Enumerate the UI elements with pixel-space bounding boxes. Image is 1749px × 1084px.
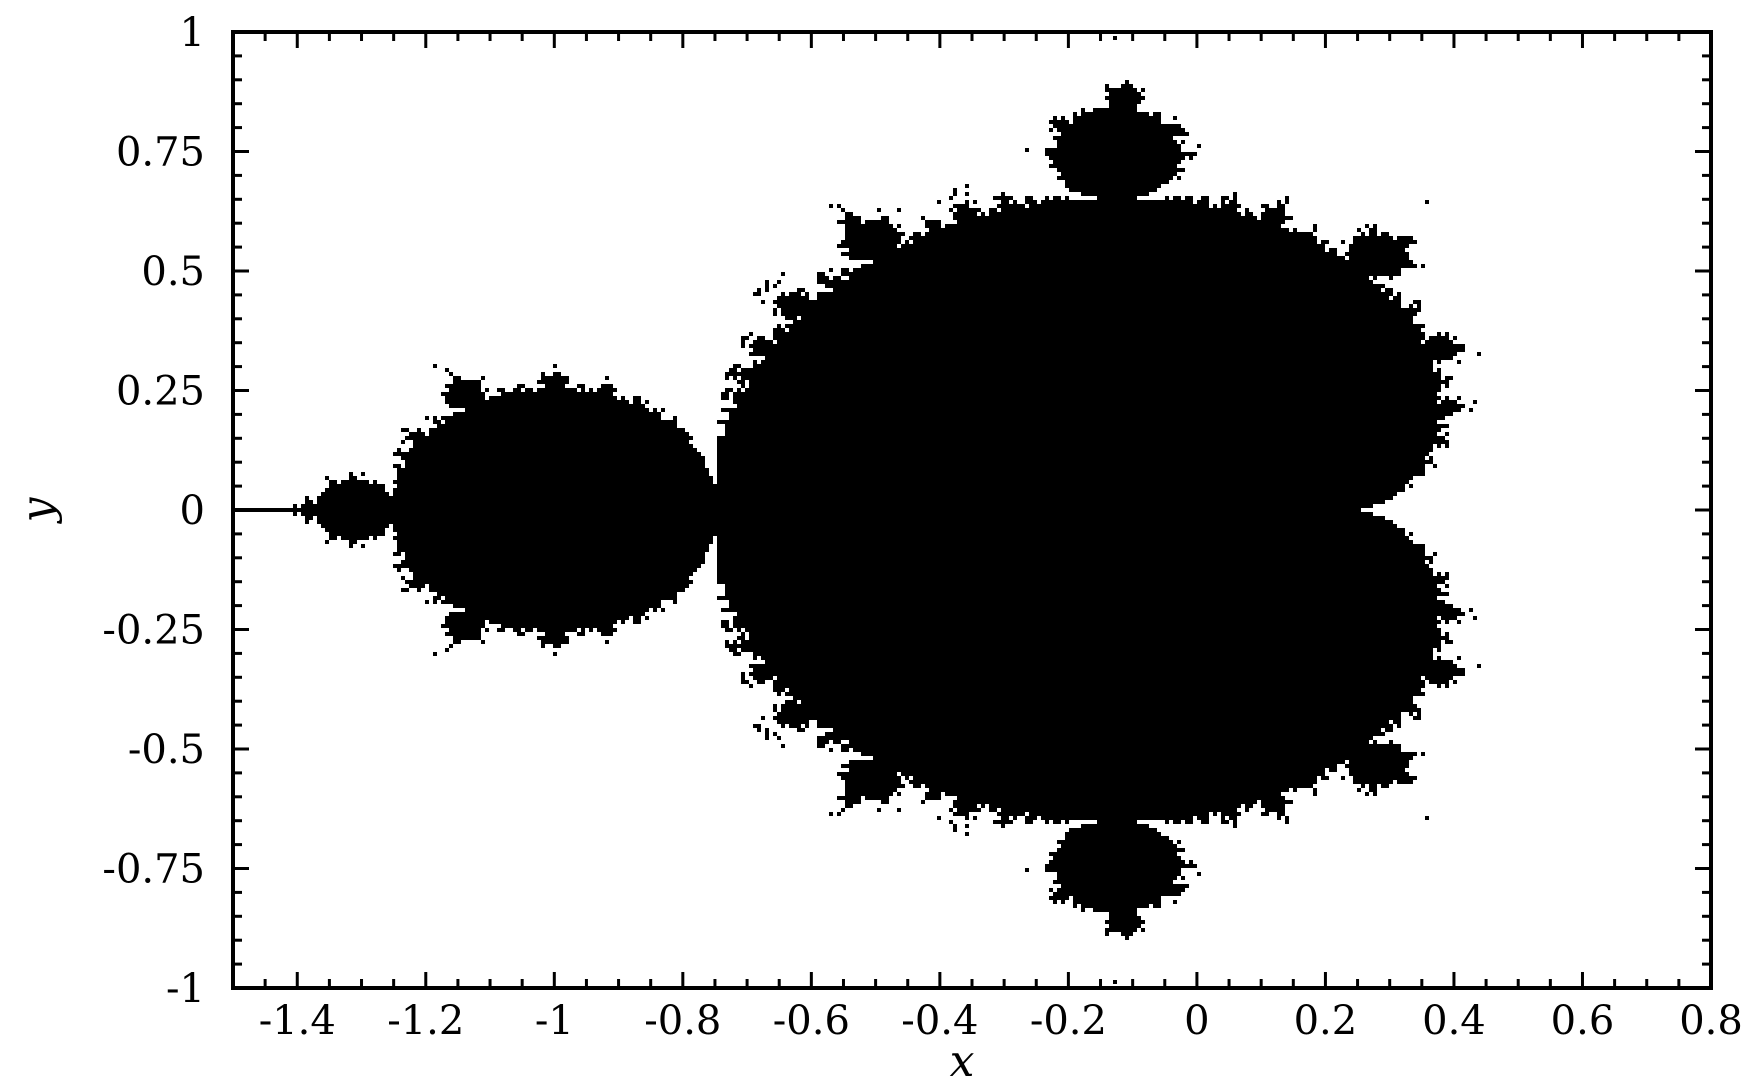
- x-tick-label: -0.2: [1030, 998, 1107, 1044]
- y-tick-label: -0.5: [128, 727, 205, 773]
- x-tick-label: 0.4: [1422, 998, 1486, 1044]
- axis-ticks: [231, 30, 1713, 990]
- x-tick-label: 0.2: [1294, 998, 1358, 1044]
- y-tick-label: 0: [180, 488, 205, 534]
- x-tick-label: 0.8: [1679, 998, 1743, 1044]
- x-tick-label: -0.4: [901, 998, 978, 1044]
- x-tick-label: -0.8: [644, 998, 721, 1044]
- x-tick-labels: -1.4 -1.2 -1 -0.8 -0.6 -0.4 -0.2 0 0.2 0.4 0.6 0.8: [259, 998, 1743, 1044]
- y-axis-label: y: [12, 496, 63, 524]
- x-tick-label: -1: [535, 998, 574, 1044]
- y-tick-label: 0.75: [116, 130, 205, 176]
- x-tick-label: -1.4: [259, 998, 336, 1044]
- mandelbrot-set-region: [233, 36, 1481, 984]
- x-tick-label: -0.6: [773, 998, 850, 1044]
- mandelbrot-fill: [233, 36, 1481, 984]
- y-tick-label: -1: [166, 966, 205, 1012]
- y-tick-label: 0.25: [116, 369, 205, 415]
- y-tick-label: -0.75: [102, 847, 205, 893]
- y-tick-label: 0.5: [141, 249, 205, 295]
- y-tick-labels: 1 0.75 0.5 0.25 0 -0.25 -0.5 -0.75 -1: [102, 10, 205, 1012]
- y-tick-label: -0.25: [102, 608, 205, 654]
- x-tick-label: 0: [1184, 998, 1209, 1044]
- x-tick-label: 0.6: [1551, 998, 1615, 1044]
- x-tick-label: -1.2: [387, 998, 464, 1044]
- y-tick-label: 1: [180, 10, 205, 56]
- x-axis-label: x: [950, 1036, 975, 1084]
